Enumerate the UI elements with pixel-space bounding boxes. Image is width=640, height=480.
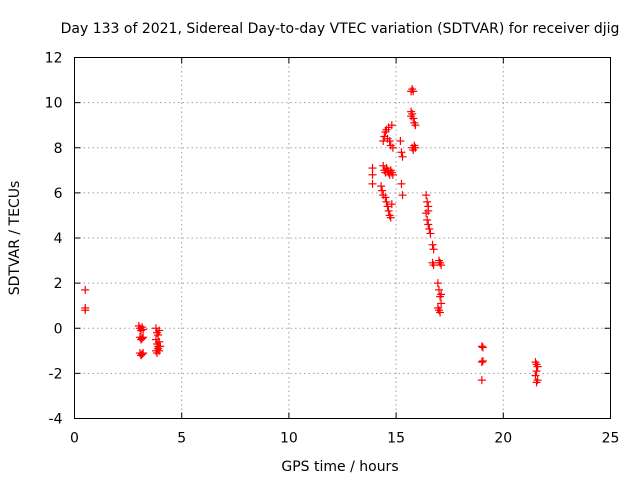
y-tick-label: 6 xyxy=(54,186,63,202)
data-point xyxy=(437,299,446,308)
x-tick-label: 15 xyxy=(387,431,405,447)
data-point xyxy=(377,182,386,191)
data-point xyxy=(155,337,164,346)
data-point xyxy=(397,179,406,188)
data-point xyxy=(385,136,394,145)
data-point xyxy=(387,121,396,130)
data-point xyxy=(411,143,420,152)
data-point xyxy=(81,306,90,315)
data-point xyxy=(478,356,487,365)
x-tick-label: 10 xyxy=(280,431,298,447)
grid-lines xyxy=(74,57,611,419)
data-point xyxy=(477,342,486,351)
data-point xyxy=(388,170,397,179)
data-point xyxy=(533,362,542,371)
data-point xyxy=(428,240,437,249)
y-axis-label: SDTVAR / TECUs xyxy=(7,181,23,296)
data-point xyxy=(368,164,377,173)
data-point xyxy=(426,229,435,238)
x-tick-label: 20 xyxy=(494,431,512,447)
data-point xyxy=(477,358,486,367)
data-point xyxy=(381,193,390,202)
y-tick-label: 0 xyxy=(54,321,63,337)
data-point xyxy=(368,179,377,188)
x-axis-label: GPS time / hours xyxy=(281,459,398,475)
data-point xyxy=(398,152,407,161)
data-point xyxy=(424,206,433,215)
data-point xyxy=(396,136,405,145)
data-point xyxy=(407,112,416,121)
data-point xyxy=(423,215,432,224)
data-point xyxy=(155,326,164,335)
data-point xyxy=(386,213,395,222)
data-point xyxy=(81,285,90,294)
data-point xyxy=(378,186,387,195)
data-point xyxy=(531,371,540,380)
axis-ticks: 0 5 10 15 20 25 -4 -2 0 2 4 6 8 10 12 xyxy=(45,51,620,447)
data-point xyxy=(397,148,406,157)
y-tick-label: 10 xyxy=(45,96,63,112)
data-point xyxy=(532,367,541,376)
x-tick-label: 25 xyxy=(602,431,620,447)
data-points xyxy=(81,85,542,387)
data-point xyxy=(433,279,442,288)
data-point xyxy=(139,325,148,334)
data-point xyxy=(138,350,147,359)
y-tick-label: 8 xyxy=(54,141,63,157)
data-point xyxy=(424,220,433,229)
data-point xyxy=(478,343,487,352)
y-tick-label: 4 xyxy=(54,231,63,247)
data-point xyxy=(409,87,418,96)
x-tick-label: 0 xyxy=(70,431,79,447)
data-point xyxy=(382,197,391,206)
data-point xyxy=(368,170,377,179)
data-point xyxy=(437,290,446,299)
x-tick-label: 5 xyxy=(177,431,186,447)
data-point xyxy=(425,224,434,233)
data-point xyxy=(383,202,392,211)
data-point xyxy=(429,245,438,254)
data-point xyxy=(398,191,407,200)
y-tick-label: -2 xyxy=(49,366,63,382)
y-tick-label: -4 xyxy=(49,412,63,428)
data-point xyxy=(139,349,148,358)
data-point xyxy=(437,261,446,270)
data-point xyxy=(411,121,420,130)
y-tick-label: 2 xyxy=(54,276,63,292)
data-point xyxy=(423,197,432,206)
data-point xyxy=(532,378,541,387)
data-point xyxy=(138,334,147,343)
data-point xyxy=(155,346,164,355)
data-point xyxy=(154,331,163,340)
chart-title: Day 133 of 2021, Sidereal Day-to-day VTE… xyxy=(61,21,620,37)
data-point xyxy=(388,143,397,152)
data-point xyxy=(139,333,148,342)
data-point xyxy=(477,376,486,385)
y-tick-label: 12 xyxy=(45,51,63,67)
data-point xyxy=(387,200,396,209)
data-point xyxy=(384,206,393,215)
data-point xyxy=(434,285,443,294)
data-point xyxy=(422,191,431,200)
data-point xyxy=(436,308,445,317)
data-point xyxy=(156,342,165,351)
data-point xyxy=(429,261,438,270)
